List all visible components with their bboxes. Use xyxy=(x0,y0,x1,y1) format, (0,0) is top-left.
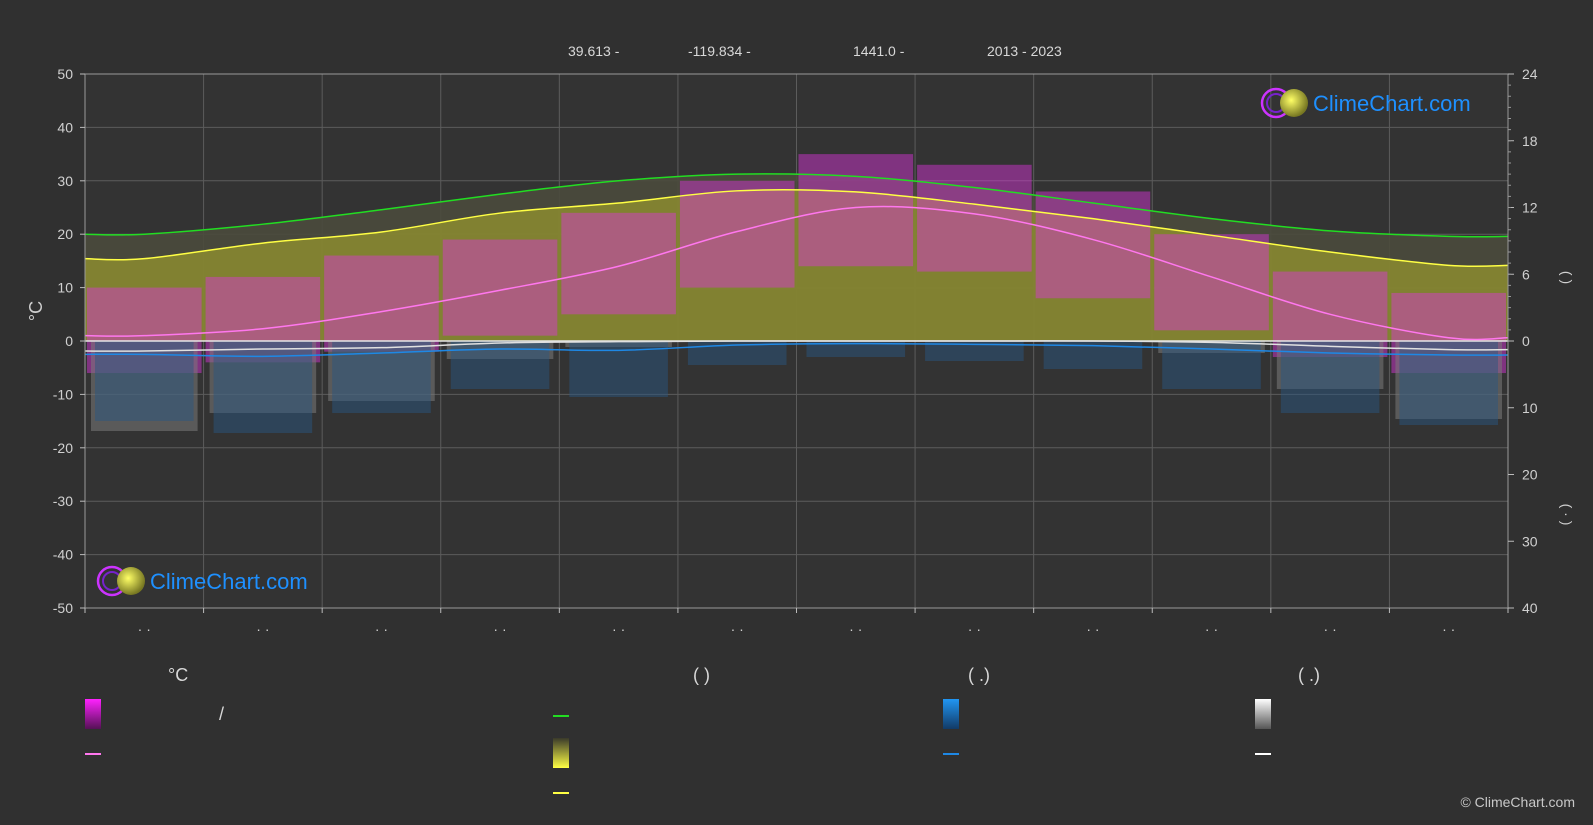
x-tick-label: · · xyxy=(1442,621,1455,637)
x-tick-label: · · xyxy=(1324,621,1337,637)
y-right-tick-label: 12 xyxy=(1522,200,1538,216)
logo-top-right: ClimeChart.com xyxy=(1260,87,1471,119)
temp-range-bar xyxy=(561,212,676,315)
legend-sunshine-line-swatch xyxy=(553,792,569,794)
x-tick-label: · · xyxy=(849,621,862,637)
y-right-tick-label: 40 xyxy=(1522,600,1538,616)
temp-range-bar xyxy=(1035,191,1151,299)
x-tick-label: · · xyxy=(138,621,151,637)
climechart-logo-icon xyxy=(1260,87,1308,119)
temp-range-bar xyxy=(324,255,439,352)
snow-mean-line xyxy=(84,340,1509,352)
y-left-tick-label: 0 xyxy=(65,333,73,349)
header-years: 2013 - 2023 xyxy=(987,43,1062,59)
y-left-axis-title: °C xyxy=(26,301,46,321)
copyright: © ClimeChart.com xyxy=(1460,794,1575,810)
legend-rain-mean-swatch xyxy=(943,753,959,755)
y-left-tick-label: -40 xyxy=(53,547,73,563)
y-left-tick-label: -20 xyxy=(53,440,73,456)
daylight-line xyxy=(84,173,1509,238)
legend-rain-swatch xyxy=(943,699,959,729)
y-left-tick-label: -30 xyxy=(53,493,73,509)
chart-header: 39.613 - -119.834 - 1441.0 - 2013 - 2023 xyxy=(0,43,1593,63)
climechart-logo-icon xyxy=(96,565,145,597)
y-left-tick-label: 40 xyxy=(57,119,73,135)
header-longitude: -119.834 - xyxy=(688,43,751,59)
legend-sunshine-fill-swatch xyxy=(553,738,569,768)
header-latitude: 39.613 - xyxy=(568,43,620,59)
legend-sun-header: ( ) xyxy=(693,665,710,685)
y-right-axis-title-bottom: ( · ) xyxy=(1559,504,1575,526)
y-right-tick-label: 30 xyxy=(1522,533,1538,549)
header-elevation: 1441.0 - xyxy=(853,43,905,59)
y-right-axis-title-top: ( ) xyxy=(1559,271,1575,284)
temp-range-bar xyxy=(679,180,795,288)
logo-bottom-left: ClimeChart.com xyxy=(96,565,308,597)
x-tick-label: · · xyxy=(1205,621,1218,637)
rain-bar xyxy=(450,341,550,389)
x-tick-label: · · xyxy=(375,621,388,637)
x-tick-label: · · xyxy=(1086,621,1099,637)
temp-range-bar xyxy=(917,164,1032,272)
y-right-tick-label: 0 xyxy=(1522,333,1530,349)
y-right-tick-label: 10 xyxy=(1522,400,1538,416)
rain-bar xyxy=(213,341,313,433)
logo-text: ClimeChart.com xyxy=(1313,91,1471,116)
legend-temp-range-swatch xyxy=(85,699,101,729)
y-left-tick-label: -10 xyxy=(53,386,73,402)
y-left-tick-label: -50 xyxy=(53,600,73,616)
rain-bar xyxy=(95,341,194,421)
temp-range-bar xyxy=(1154,234,1269,331)
rain-bar xyxy=(1399,341,1498,425)
legend-snow-swatch xyxy=(1255,699,1271,729)
temp-mean-line xyxy=(84,205,1509,341)
rain-bar xyxy=(806,341,906,357)
y-right-tick-label: 20 xyxy=(1522,467,1538,483)
y-right-tick-label: 24 xyxy=(1522,66,1538,82)
y-left-tick-label: 50 xyxy=(57,66,73,82)
x-tick-label: · · xyxy=(612,621,625,637)
temp-range-bar xyxy=(798,154,914,267)
legend-temp-mean-swatch xyxy=(85,753,101,755)
legend-temp-range-label: / xyxy=(219,704,225,724)
x-tick-label: · · xyxy=(968,621,981,637)
y-left-tick-label: 10 xyxy=(57,280,73,296)
legend-rain-header: ( .) xyxy=(968,665,990,685)
legend-temp-header: °C xyxy=(168,665,189,685)
y-right-tick-label: 18 xyxy=(1522,133,1538,149)
x-tick-label: · · xyxy=(256,621,269,637)
temp-range-bar xyxy=(442,239,558,336)
legend-daylight-swatch xyxy=(553,715,569,717)
sunshine-line xyxy=(84,189,1509,268)
x-tick-label: · · xyxy=(731,621,744,637)
y-left-tick-label: 30 xyxy=(57,173,73,189)
y-right-tick-label: 6 xyxy=(1522,266,1530,282)
x-tick-label: · · xyxy=(493,621,506,637)
y-left-tick-label: 20 xyxy=(57,226,73,242)
rain-bar xyxy=(925,341,1024,361)
logo-text: ClimeChart.com xyxy=(150,569,308,594)
rain-mean-line xyxy=(84,342,1509,358)
legend-snow-header: ( .) xyxy=(1298,665,1320,685)
legend-snow-mean-swatch xyxy=(1255,753,1271,755)
